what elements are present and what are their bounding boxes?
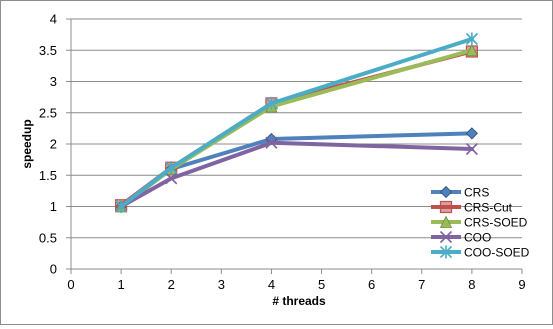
x-tick-label: 0 (67, 277, 74, 292)
data-point (165, 161, 178, 175)
data-point (439, 200, 453, 214)
legend-label: COO-SOED (464, 246, 530, 260)
x-tick-label: 3 (218, 277, 225, 292)
y-axis-title: speedup (20, 119, 34, 168)
data-point (115, 200, 128, 213)
x-tick-label: 8 (468, 277, 475, 292)
legend-item: COO-SOED (431, 245, 530, 260)
x-tick-label: 1 (117, 277, 124, 292)
line-chart: 0 0.5 1 1.5 2 2.5 3 3.5 4 0 1 2 3 4 5 6 7 8 9 # threads sp… (20, 12, 530, 309)
x-tick-label: 4 (268, 277, 275, 292)
legend-item: COO (431, 231, 491, 245)
data-point (465, 127, 478, 140)
series-coo-soed (115, 32, 478, 213)
axes (66, 18, 523, 274)
y-tick-label: 1 (50, 199, 57, 214)
series-line (119, 37, 474, 209)
y-tick-label: 0.5 (39, 230, 57, 245)
data-point (439, 215, 453, 228)
gridlines (71, 18, 522, 239)
series-coo (115, 136, 478, 213)
data-point (465, 32, 478, 46)
series-line (119, 49, 474, 208)
y-tick-label: 2.5 (39, 105, 57, 120)
data-point (265, 96, 278, 110)
data-point (465, 43, 479, 57)
legend-label: CRS-SOED (464, 216, 528, 230)
data-point (439, 185, 453, 199)
data-point (439, 245, 453, 259)
y-tick-label: 2 (50, 137, 57, 152)
data-point (265, 136, 278, 149)
legend-label: CRS-Cut (464, 201, 513, 215)
x-tick-label: 9 (518, 277, 525, 292)
y-tick-label: 4 (50, 12, 57, 27)
legend-item: CRS-Cut (431, 201, 513, 215)
data-point (165, 172, 178, 185)
data-point (465, 142, 478, 156)
legend-item: CRS-SOED (431, 216, 528, 230)
x-tick-label: 6 (368, 277, 375, 292)
x-tick-label: 7 (418, 277, 425, 292)
y-tick-label: 1.5 (39, 168, 57, 183)
legend-label: CRS (464, 186, 489, 200)
legend-label: COO (464, 231, 491, 245)
tick-labels: 0 0.5 1 1.5 2 2.5 3 3.5 4 0 1 2 3 4 5 6 7 8 9 (39, 12, 526, 293)
data-point (439, 230, 453, 244)
x-axis-title: # threads (272, 294, 326, 308)
y-tick-label: 3.5 (39, 43, 57, 58)
series-crs-soed (114, 43, 479, 213)
series-lines (114, 32, 479, 213)
legend-item: CRS (431, 186, 489, 200)
x-tick-label: 2 (168, 277, 175, 292)
y-tick-label: 0 (50, 262, 57, 277)
x-tick-label: 5 (318, 277, 325, 292)
series-line (119, 140, 474, 209)
series-crs-cut (115, 45, 478, 212)
series-line (119, 48, 474, 209)
y-tick-label: 3 (50, 74, 57, 89)
